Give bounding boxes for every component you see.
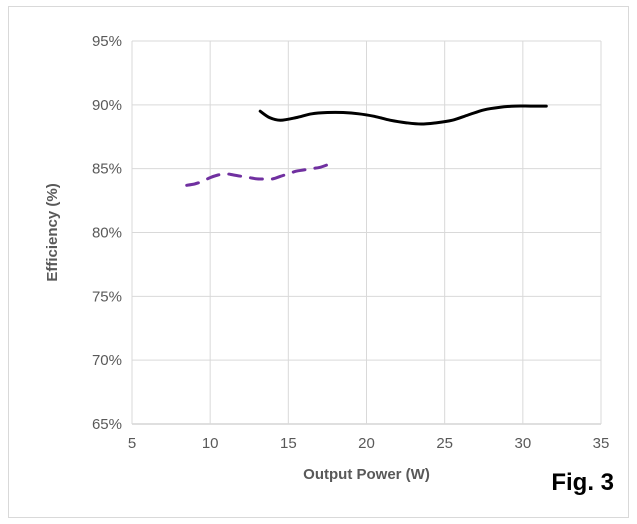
series-line-2 xyxy=(185,160,337,187)
y-tick-label: 80% xyxy=(92,225,122,242)
x-tick-label: 5 xyxy=(128,435,136,452)
x-tick-label: 15 xyxy=(280,435,297,452)
x-tick-label: 30 xyxy=(514,435,531,452)
x-tick-label: 20 xyxy=(358,435,375,452)
chart-frame: 65% 70% 75% 80% 85% 90% 95% 5 10 15 20 25 30 35 Outpu… xyxy=(8,6,629,518)
x-tick-label: 25 xyxy=(436,435,453,452)
y-tick-label: 95% xyxy=(92,33,122,50)
figure-label: Fig. 3 xyxy=(551,469,614,496)
y-tick-label: 90% xyxy=(92,97,122,114)
tick-labels: 65% 70% 75% 80% 85% 90% 95% 5 10 15 20 25 30 35 xyxy=(92,33,609,452)
y-tick-label: 65% xyxy=(92,416,122,433)
y-tick-label: 85% xyxy=(92,161,122,178)
y-tick-label: 75% xyxy=(92,288,122,305)
series-line-1 xyxy=(258,104,548,126)
x-axis-title: Output Power (W) xyxy=(303,466,430,483)
y-tick-label: 70% xyxy=(92,352,122,369)
x-tick-label: 10 xyxy=(202,435,219,452)
efficiency-chart: 65% 70% 75% 80% 85% 90% 95% 5 10 15 20 25 30 35 Outpu… xyxy=(44,33,609,483)
x-tick-label: 35 xyxy=(593,435,610,452)
y-axis-title: Efficiency (%) xyxy=(44,183,61,281)
data-series xyxy=(185,104,548,187)
grid-lines xyxy=(131,40,602,425)
